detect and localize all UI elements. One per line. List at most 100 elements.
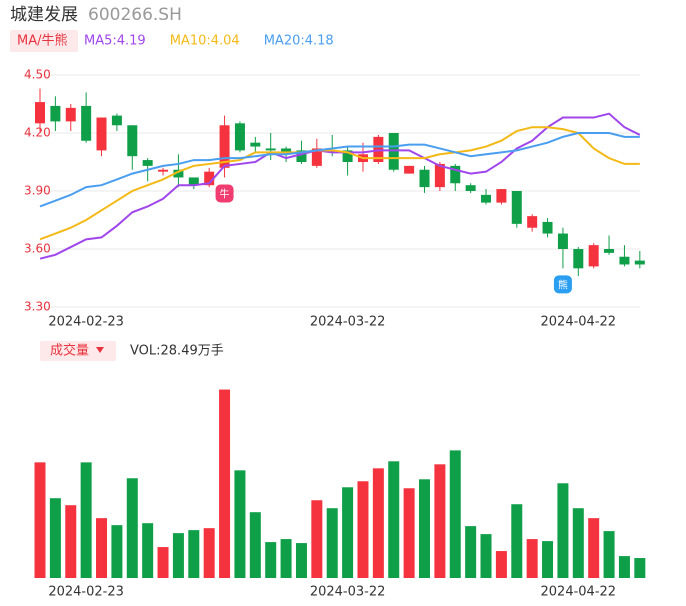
legend-entry: MA10:4.04 <box>170 34 240 49</box>
candle-body <box>281 148 292 153</box>
volume-bar <box>265 542 277 578</box>
volume-bar <box>65 505 77 578</box>
candle-body <box>65 107 76 122</box>
x-tick-label: 2024-03-22 <box>310 315 386 330</box>
volume-bar <box>526 539 538 578</box>
volume-bar <box>480 534 492 578</box>
volume-bar <box>495 551 507 578</box>
x-tick-label: 2024-02-23 <box>48 315 124 330</box>
volume-button[interactable]: 成交量 <box>50 343 89 359</box>
ma-line <box>39 126 640 241</box>
stock-name: 城建发展 <box>10 5 78 25</box>
x-tick-label: 2024-02-23 <box>48 585 124 600</box>
volume-bar <box>634 558 646 578</box>
volume-bar <box>557 483 569 578</box>
volume-bar <box>126 478 138 578</box>
volume-bar <box>234 470 246 578</box>
volume-bar <box>96 518 108 578</box>
volume-bar <box>80 462 92 578</box>
volume-bar <box>372 468 384 578</box>
volume-bar <box>434 464 446 578</box>
candle-body <box>404 165 415 174</box>
candle-body <box>173 169 184 178</box>
volume-bar <box>34 462 46 578</box>
volume-bar <box>249 512 261 578</box>
volume-bar <box>326 508 338 578</box>
y-tick-label: 3.60 <box>24 242 51 256</box>
ma-line <box>39 132 640 208</box>
candle-body <box>96 117 107 151</box>
candle-body <box>142 160 153 166</box>
candle-body <box>188 177 199 186</box>
volume-bar <box>465 526 477 578</box>
candle-body <box>50 105 61 122</box>
volume-bar <box>142 523 154 578</box>
candle-body <box>557 233 568 249</box>
volume-bar <box>403 488 415 578</box>
volume-bar <box>188 530 200 578</box>
candle-body <box>127 125 138 157</box>
candle-body <box>111 115 122 126</box>
volume-bar <box>542 541 554 578</box>
volume-bar <box>111 525 123 578</box>
volume-bar <box>49 498 61 578</box>
ma-button-bg[interactable] <box>10 30 78 52</box>
candle-body <box>158 169 169 172</box>
candle-body <box>234 123 245 151</box>
volume-bar <box>311 500 323 578</box>
volume-bar <box>342 487 354 578</box>
signal-label: 熊 <box>558 278 568 291</box>
candle-body <box>265 148 276 151</box>
volume-bar <box>203 528 215 578</box>
volume-bar <box>295 543 307 578</box>
volume-button-bg[interactable] <box>40 341 116 361</box>
candle-body <box>542 221 553 234</box>
candle-body <box>419 169 430 188</box>
volume-bar <box>419 479 430 578</box>
candle-body <box>450 165 461 184</box>
volume-bar <box>449 450 461 578</box>
candle-body <box>481 194 492 203</box>
candle-body <box>588 245 599 267</box>
candle-body <box>219 125 230 168</box>
volume-bar <box>219 389 231 578</box>
candle-body <box>296 150 307 162</box>
x-tick-label: 2024-04-22 <box>541 585 617 600</box>
volume-bar <box>157 547 169 578</box>
x-tick-label: 2024-04-22 <box>541 315 617 330</box>
candle-body <box>511 191 522 224</box>
candle-body <box>496 189 507 203</box>
candle-body <box>434 163 445 188</box>
signal-badge <box>553 275 572 294</box>
candle-body <box>342 150 353 162</box>
candle-body <box>573 249 584 269</box>
volume-bar <box>172 533 184 578</box>
volume-bar <box>572 508 584 578</box>
candle-body <box>250 142 261 147</box>
ma-button[interactable]: MA/牛熊 <box>17 33 68 49</box>
candle-body <box>527 216 538 228</box>
y-tick-label: 4.50 <box>24 68 51 82</box>
y-tick-label: 4.20 <box>24 126 51 140</box>
legend-entry: MA5:4.19 <box>84 34 146 49</box>
stock-code: 600266.SH <box>88 5 182 25</box>
y-tick-label: 3.30 <box>24 300 51 314</box>
x-tick-label: 2024-03-22 <box>310 585 386 600</box>
volume-bar <box>618 556 630 578</box>
candle-body <box>604 249 615 253</box>
candle-body <box>619 256 630 265</box>
candle-body <box>634 260 645 265</box>
candle-body <box>465 185 476 191</box>
y-tick-label: 3.90 <box>24 184 51 198</box>
signal-label: 牛 <box>220 187 230 200</box>
volume-bar <box>280 539 292 578</box>
signal-badge <box>215 184 234 203</box>
volume-bar <box>588 518 600 578</box>
volume-bar <box>603 531 615 578</box>
dropdown-arrow[interactable] <box>96 347 104 353</box>
candle-body <box>204 171 215 186</box>
candle-body <box>311 148 322 166</box>
legend-entry: MA20:4.18 <box>264 34 334 49</box>
